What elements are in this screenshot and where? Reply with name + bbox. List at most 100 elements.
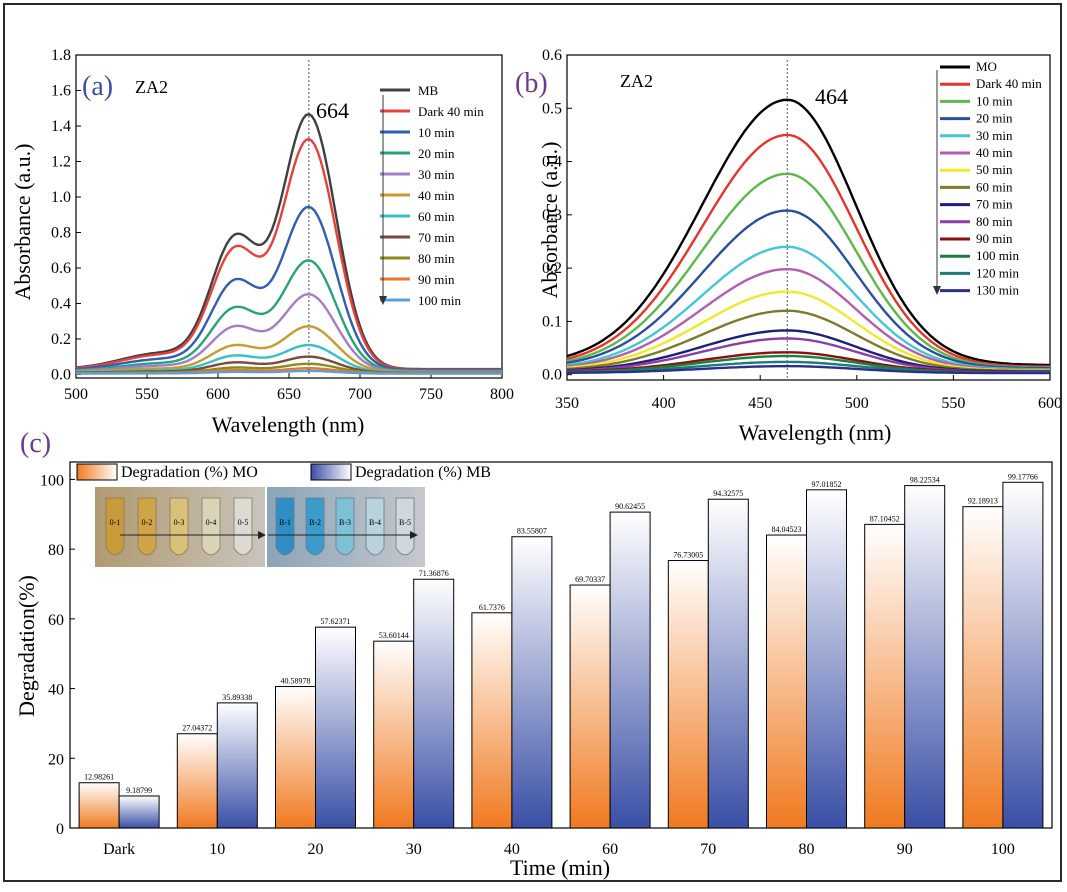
bar-mo [962,506,1004,829]
vial-mo [137,497,157,556]
legend-label: 70 min [976,197,1013,212]
series-line-100-min [76,369,502,375]
vial-mb-label: B-4 [369,518,381,527]
y-tick-label: 80 [48,542,64,559]
vial-mb-label: B-3 [339,518,351,527]
y-tick-label: 1.8 [51,47,71,64]
legend-label: 80 min [418,251,455,266]
y-tick-label: 0.2 [51,331,71,348]
vial-mo [201,497,221,556]
plot-area-frame [69,461,1053,829]
y-tick-label: 1.6 [51,82,71,99]
bar-mo [471,612,513,829]
bar-mb [216,702,258,829]
x-tick-label: 800 [490,386,514,403]
legend-label: 80 min [976,214,1013,229]
y-tick-label: 100 [40,472,64,489]
x-tick-label: 600 [206,386,230,403]
y-tick-label: 1.2 [51,153,71,170]
panel-a-sample-label: ZA2 [135,77,168,97]
vial-mo [105,497,125,556]
x-tick-label: 80 [799,841,815,858]
bar-value-label: 84.04523 [772,525,802,534]
series-line-dark-40-min [566,133,1050,368]
x-tick-label: 70 [700,841,716,858]
x-tick-label: 500 [64,386,88,403]
x-tick-label: 10 [209,841,225,858]
bar-value-label: 53.60144 [379,631,409,640]
y-tick-label: 0.0 [542,367,562,384]
bar-value-label: 57.62371 [321,617,351,626]
legend-label: 30 min [976,128,1013,143]
vial-mb-label: B-1 [279,518,291,527]
bar-mb [707,498,749,829]
legend-label: 40 min [976,145,1013,160]
y-tick-label: 40 [48,682,64,699]
legend-label: 100 min [976,248,1019,263]
trend-arrow-head [933,286,941,295]
legend-label: 90 min [976,231,1013,246]
vial-mb-label: B-2 [309,518,321,527]
vial-mb [365,497,385,556]
y-tick-label: 0.3 [542,207,562,224]
panel-b-y-axis-title: Absorbance (a.u.) [537,142,562,299]
sample-vials-photo: 0-1 0-2 0-3 0-4 0-5 B-1 B-2 B-3 B-4 B-5 [95,487,425,567]
x-tick-label: 20 [308,841,324,858]
x-tick-label: 650 [277,386,301,403]
bar-value-label: 69.70337 [575,575,605,584]
bar-value-label: 76.73005 [673,551,703,560]
x-tick-label: 40 [504,841,520,858]
bar-mb [118,795,160,829]
vial-mb [395,497,415,556]
legend-label: MO [976,59,997,74]
series-line-mo [566,98,1050,367]
x-tick-label: 500 [845,395,869,412]
bar-value-label: 87.10452 [870,514,900,523]
y-tick-label: 0.0 [51,366,71,383]
legend-label: 30 min [418,167,455,182]
legend-label: 100 min [418,293,461,308]
bar-mb [904,485,946,829]
vial-mb [335,497,355,556]
panel-a-label: (a) [82,71,113,102]
panel-c-label: (c) [20,428,51,459]
vial-mo-label: 0-2 [142,518,153,527]
x-tick-label: 90 [897,841,913,858]
y-tick-label: 0.6 [51,260,71,277]
x-tick-label: 30 [406,841,422,858]
x-tick-label: 600 [1038,395,1062,412]
legend-label: 20 min [976,111,1013,126]
x-tick-label: 700 [348,386,372,403]
panel-a: (a) ZA2 664 Wavelength (nm) Absorbance (… [10,47,514,437]
bar-value-label: 99.17766 [1008,472,1038,481]
bar-value-label: 90.62455 [615,502,645,511]
bar-value-label: 61.7376 [479,603,505,612]
bar-value-label: 9.18799 [126,786,152,795]
x-tick-label: 350 [555,395,579,412]
x-tick-label: 400 [652,395,676,412]
bar-mo [569,584,611,829]
legend-label-mo: Degradation (%) MO [121,464,258,481]
x-tick-label: 550 [941,395,965,412]
legend-label: 40 min [418,188,455,203]
panel-c-y-axis-title: Degradation(%) [14,575,39,717]
vial-mo-label: 0-4 [206,518,217,527]
legend-label: 10 min [976,93,1013,108]
vial-mb [275,497,295,556]
bar-mb [609,511,651,829]
legend-label: 20 min [418,146,455,161]
photo-arrow-mb-head [410,531,418,539]
bar-mo [667,560,709,829]
y-tick-label: 0.5 [542,100,562,117]
y-tick-label: 0.4 [542,154,562,171]
panel-c: (c) Time (min) Degradation(%) 0-1 0-2 0-3 0… [14,428,1053,880]
panel-b-label: (b) [515,68,548,99]
bar-mo [78,782,120,829]
panel-a-y-axis-title: Absorbance (a.u.) [10,144,35,301]
vial-mo [233,497,253,556]
bar-mb [315,626,356,829]
y-tick-label: 60 [48,612,64,629]
bar-value-label: 35.89338 [222,693,252,702]
vial-mo-label: 0-5 [238,518,249,527]
